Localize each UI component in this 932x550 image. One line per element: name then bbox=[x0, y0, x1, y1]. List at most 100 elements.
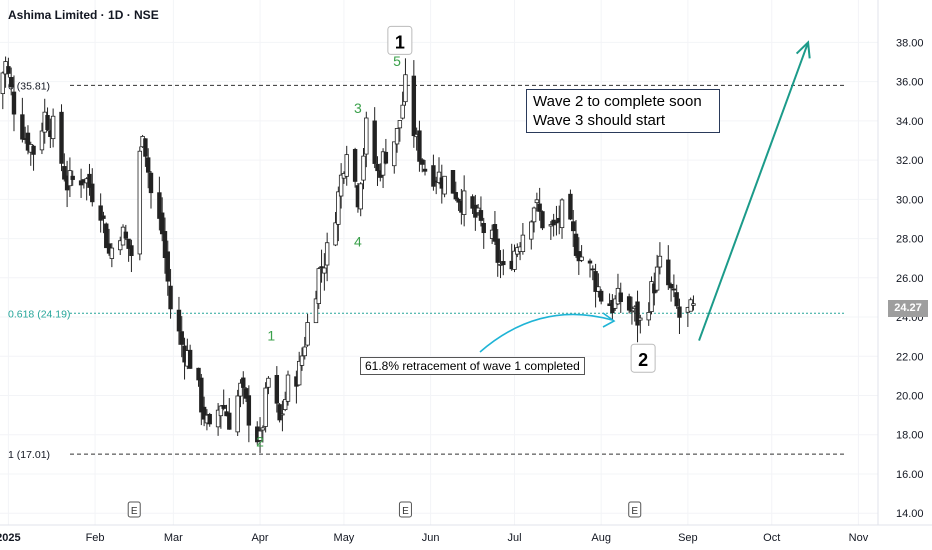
candle-body bbox=[453, 192, 458, 200]
subwave-label: 4 bbox=[354, 233, 362, 249]
x-tick-label: Mar bbox=[164, 532, 183, 544]
candle-body bbox=[227, 412, 232, 430]
candle-body bbox=[283, 399, 288, 411]
candle-body bbox=[274, 374, 280, 404]
candle-body bbox=[299, 355, 305, 366]
y-tick-label: 32.00 bbox=[896, 155, 924, 167]
candle-body bbox=[626, 296, 632, 311]
candle-body bbox=[25, 132, 31, 151]
candle-body bbox=[397, 120, 403, 129]
candle-body bbox=[336, 191, 341, 225]
candle-body bbox=[59, 111, 64, 164]
chart-title: Ashima Limited · 1D · NSE bbox=[8, 8, 159, 22]
retracement-note[interactable]: 61.8% retracement of wave 1 completed bbox=[360, 357, 585, 375]
candle-body bbox=[179, 331, 184, 345]
candle-body bbox=[456, 198, 461, 203]
candle-body bbox=[196, 367, 201, 381]
earnings-marker: E bbox=[402, 506, 409, 517]
candle-body bbox=[344, 154, 349, 177]
candle-body bbox=[129, 245, 134, 257]
y-tick-label: 30.00 bbox=[896, 194, 924, 206]
candle-body bbox=[126, 238, 131, 249]
y-tick-label: 38.00 bbox=[896, 37, 924, 49]
candle-body bbox=[668, 283, 674, 289]
candle-body bbox=[411, 75, 417, 137]
candle-body bbox=[534, 199, 540, 204]
x-tick-label: Jul bbox=[507, 532, 521, 544]
wave-forecast-box[interactable]: Wave 2 to complete soon Wave 3 should st… bbox=[526, 89, 720, 133]
candle-body bbox=[420, 159, 425, 165]
candle-body bbox=[417, 130, 422, 162]
candle-body bbox=[481, 223, 486, 234]
candle-body bbox=[436, 171, 442, 183]
candle-body bbox=[199, 377, 204, 413]
curve-arrowhead bbox=[602, 312, 616, 328]
y-tick-label: 18.00 bbox=[896, 430, 924, 442]
candle-body bbox=[646, 312, 651, 321]
candle-body bbox=[638, 317, 643, 321]
candle-body bbox=[495, 238, 500, 263]
last-price-tag: 24.27 bbox=[888, 300, 928, 317]
candle-body bbox=[450, 170, 456, 194]
candle-body bbox=[313, 298, 319, 324]
candle-body bbox=[157, 192, 162, 219]
earnings-marker: E bbox=[631, 506, 638, 517]
candle-body bbox=[461, 190, 467, 215]
candle-body bbox=[162, 231, 168, 259]
candle-body bbox=[8, 77, 14, 88]
candle-body bbox=[257, 430, 263, 441]
candle-body bbox=[657, 255, 663, 268]
candle-body bbox=[11, 91, 17, 115]
y-tick-label: 34.00 bbox=[896, 116, 924, 128]
candle-body bbox=[571, 221, 576, 232]
candle-body bbox=[20, 114, 25, 140]
earnings-marker-box bbox=[398, 501, 412, 518]
candle-body bbox=[666, 259, 671, 286]
overlay-drawings bbox=[479, 40, 811, 353]
wave-label-1-box bbox=[387, 25, 413, 55]
candle-body bbox=[590, 268, 595, 271]
fib-level-label: 0 (35.81) bbox=[8, 80, 50, 92]
candle-body bbox=[383, 151, 389, 164]
candle-body bbox=[671, 288, 677, 291]
earnings-marker-box bbox=[628, 501, 642, 518]
candle-body bbox=[554, 221, 559, 224]
candle-body bbox=[470, 196, 475, 209]
subwave-label: 3 bbox=[354, 100, 362, 116]
x-tick-label: Sep bbox=[678, 532, 698, 544]
candle-body bbox=[520, 234, 526, 252]
candle-body bbox=[587, 260, 593, 264]
x-tick-label: Feb bbox=[86, 532, 105, 544]
candle-body bbox=[143, 138, 148, 157]
candle-body bbox=[352, 149, 358, 182]
candle-body bbox=[260, 427, 266, 431]
y-tick-label: 16.00 bbox=[896, 469, 924, 481]
candle-body bbox=[263, 387, 268, 427]
wave-label-1: 1 bbox=[395, 32, 405, 52]
curve-arrow bbox=[479, 313, 613, 353]
x-tick-label: Aug bbox=[591, 532, 611, 544]
candle-body bbox=[529, 221, 534, 240]
candle-body bbox=[576, 251, 582, 262]
candle-body bbox=[45, 115, 50, 130]
candle-body bbox=[302, 346, 307, 357]
candle-body bbox=[333, 222, 338, 246]
candle-body bbox=[568, 193, 573, 220]
candle-body bbox=[478, 210, 484, 221]
candle-body bbox=[137, 150, 143, 255]
candle-body bbox=[87, 173, 92, 188]
candle-body bbox=[492, 224, 498, 242]
candle-body bbox=[145, 157, 151, 173]
candle-body bbox=[176, 309, 182, 332]
candles bbox=[0, 56, 696, 453]
candle-body bbox=[243, 388, 249, 399]
wave-label-2: 2 bbox=[638, 350, 648, 370]
candle-body bbox=[235, 395, 240, 433]
candle-body bbox=[540, 211, 545, 229]
subwave-label: 1 bbox=[267, 328, 275, 344]
y-tick-label: 20.00 bbox=[896, 391, 924, 403]
candle-body bbox=[324, 242, 330, 266]
candle-body bbox=[537, 203, 542, 212]
candle-body bbox=[512, 250, 517, 270]
